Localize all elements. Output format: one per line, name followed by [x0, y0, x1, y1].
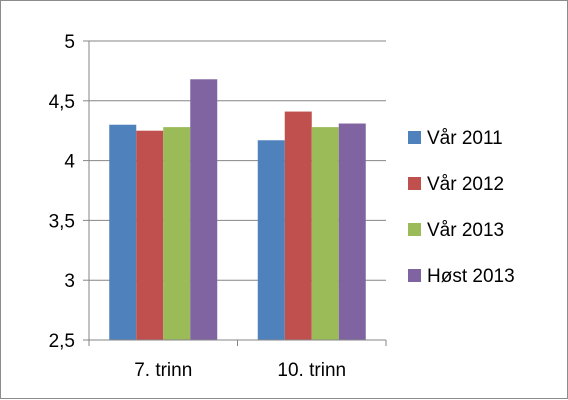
legend-label: Vår 2012	[427, 174, 504, 195]
legend-swatch	[408, 269, 421, 282]
y-tick-label: 3,5	[49, 211, 75, 232]
y-tick-label: 2,5	[49, 331, 75, 352]
axes	[83, 40, 387, 346]
x-category-label: 10. trinn	[277, 360, 346, 381]
bar	[136, 130, 164, 340]
legend-label: Vår 2013	[427, 220, 504, 241]
bar	[284, 111, 312, 341]
bar	[311, 127, 339, 340]
legend-swatch	[408, 131, 421, 144]
legend-swatch	[408, 177, 421, 190]
y-tick-label: 4	[64, 152, 75, 173]
bar	[109, 124, 137, 340]
bar	[163, 127, 191, 340]
y-tick-label: 4,5	[49, 92, 75, 113]
bar	[190, 79, 218, 340]
bar	[338, 123, 366, 340]
legend-label: Høst 2013	[427, 266, 515, 287]
legend-swatch	[408, 223, 421, 236]
legend: Vår 2011 Vår 2012 Vår 2013 Høst 2013	[408, 128, 515, 287]
bars	[109, 79, 366, 341]
y-tick-labels: 2,5 3 3,5 4 4,5 5	[49, 32, 76, 352]
y-tick-label: 3	[64, 271, 75, 292]
y-tick-label: 5	[64, 32, 75, 53]
x-category-label: 7. trinn	[134, 360, 192, 381]
x-category-labels: 7. trinn 10. trinn	[134, 360, 346, 381]
legend-label: Vår 2011	[427, 128, 503, 149]
bar	[257, 140, 285, 340]
